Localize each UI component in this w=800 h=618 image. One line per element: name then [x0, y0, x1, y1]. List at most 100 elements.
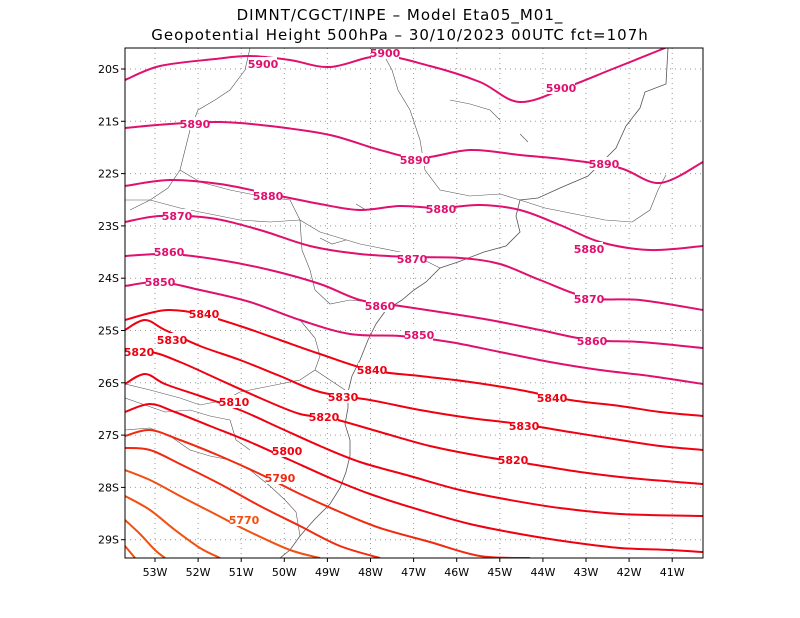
contour-label-bg	[358, 363, 386, 376]
contour-label-bg	[266, 471, 294, 484]
lon-tick-label: 43W	[574, 566, 599, 579]
contour-label-bg	[547, 81, 575, 94]
lon-tick-label: 41W	[660, 566, 685, 579]
lon-tick-label: 49W	[315, 566, 340, 579]
lat-tick-label: 23S	[98, 220, 119, 233]
lon-tick-label: 45W	[487, 566, 512, 579]
contour-label-bg	[125, 345, 153, 358]
coastline	[279, 48, 703, 558]
contour-label-bg	[427, 202, 455, 215]
contour-label-bg	[499, 453, 527, 466]
contour-label-5820: 5820	[498, 454, 529, 467]
contour-label-5800: 5800	[272, 445, 303, 458]
lat-tick-label: 21S	[98, 115, 119, 128]
border-11	[229, 419, 251, 451]
contour-label-bg	[401, 153, 429, 166]
contour-label-5880: 5880	[574, 243, 605, 256]
contour-label-bg	[273, 444, 301, 457]
contour-label-5860: 5860	[154, 246, 185, 259]
contour-label-5840: 5840	[357, 364, 388, 377]
lon-tick-label: 52W	[186, 566, 211, 579]
lat-tick-label: 28S	[98, 481, 119, 494]
contour-5880	[125, 178, 703, 252]
contour-label-bg	[249, 57, 277, 70]
axis-ticks: 20S 21S 22S 23S 24S 25S 26S 27S 28S 29S 53W 52W 51W 5…	[98, 63, 685, 579]
lon-tick-label: 42W	[617, 566, 642, 579]
contour-label-bg	[371, 48, 399, 59]
contour-label-bg	[398, 252, 426, 265]
contour-5760	[125, 495, 221, 558]
contour-label-bg	[220, 395, 248, 408]
contour-label-5890: 5890	[400, 154, 431, 167]
lon-tick-label: 48W	[358, 566, 383, 579]
contour-label-5840: 5840	[189, 308, 220, 321]
map-title-line2: Geopotential Height 500hPa – 30/10/2023 …	[151, 26, 649, 44]
contour-label-bg	[146, 275, 174, 288]
contour-label-5860: 5860	[365, 300, 396, 313]
contour-5790	[125, 428, 531, 558]
contour-label-bg	[310, 410, 338, 423]
lon-tick-label: 53W	[143, 566, 168, 579]
height-contours: 5900 5900 5900 5890 5890 5890 5880 5880 5880 5870…	[124, 47, 703, 558]
lon-tick-label: 46W	[444, 566, 469, 579]
lat-tick-label: 22S	[98, 168, 119, 181]
contour-label-5890: 5890	[589, 158, 620, 171]
contour-label-5770: 5770	[229, 514, 260, 527]
border-6	[125, 199, 301, 223]
contour-label-bg	[405, 328, 433, 341]
contour-label-5890: 5890	[180, 118, 211, 131]
border-7	[299, 319, 349, 393]
lat-tick-label: 20S	[98, 63, 119, 76]
contour-label-bg	[190, 307, 218, 320]
contour-label-5820: 5820	[124, 346, 155, 359]
contour-label-5790: 5790	[265, 472, 296, 485]
contour-label-5900: 5900	[370, 47, 401, 60]
contour-label-5830: 5830	[157, 334, 188, 347]
lat-tick-label: 27S	[98, 429, 119, 442]
contour-label-bg	[575, 242, 603, 255]
contour-label-bg	[575, 292, 603, 305]
contour-label-5830: 5830	[328, 391, 359, 404]
contour-label-bg	[155, 245, 183, 258]
contour-label-bg	[230, 513, 258, 526]
contour-5820	[125, 350, 703, 485]
contour-label-bg	[538, 391, 566, 404]
contour-5800	[125, 402, 703, 553]
border-5	[179, 169, 387, 311]
contour-5770	[125, 469, 321, 558]
contour-label-5810: 5810	[219, 396, 250, 409]
contour-label-5830: 5830	[509, 420, 540, 433]
contour-label-5900: 5900	[248, 58, 279, 71]
contour-label-5860: 5860	[577, 335, 608, 348]
contour-label-5880: 5880	[426, 203, 457, 216]
contour-label-bg	[590, 157, 618, 170]
lat-tick-label: 29S	[98, 534, 119, 547]
lon-tick-label: 51W	[229, 566, 254, 579]
lat-tick-label: 24S	[98, 272, 119, 285]
contour-label-bg	[254, 189, 282, 202]
reservoir-2	[519, 133, 529, 143]
contour-label-bg	[578, 334, 606, 347]
contour-label-5850: 5850	[404, 329, 435, 342]
lon-tick-label: 44W	[530, 566, 555, 579]
border-3	[519, 174, 667, 223]
contour-5740	[125, 545, 136, 558]
contour-label-5870: 5870	[574, 293, 605, 306]
contour-label-bg	[329, 390, 357, 403]
contour-5750	[125, 519, 166, 558]
contour-label-5840: 5840	[537, 392, 568, 405]
grid-lines	[125, 48, 703, 558]
reservoir-1	[449, 99, 501, 121]
contour-5810	[125, 372, 703, 517]
map-title-line1: DIMNT/CGCT/INPE – Model Eta05_M01_	[236, 6, 564, 24]
contour-label-5870: 5870	[397, 253, 428, 266]
contour-label-bg	[181, 117, 209, 130]
contour-label-bg	[366, 299, 394, 312]
contour-label-bg	[510, 419, 538, 432]
contour-5780	[125, 447, 381, 558]
lon-tick-label: 47W	[401, 566, 426, 579]
contour-5850	[125, 280, 703, 385]
contour-label-bg	[163, 209, 191, 222]
contour-label-bg	[158, 333, 186, 346]
